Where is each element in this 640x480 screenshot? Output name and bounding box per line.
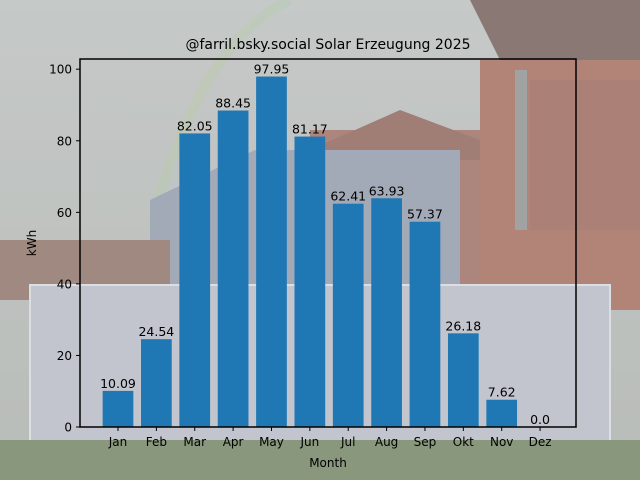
value-label-dez: 0.0 (530, 412, 550, 427)
value-label-apr: 88.45 (215, 96, 251, 111)
x-tick-label-nov: Nov (490, 435, 513, 449)
bar-mar (179, 133, 211, 427)
x-tick-label-dez: Dez (529, 435, 552, 449)
bar-nov (486, 399, 518, 427)
y-tick-label-60: 60 (57, 206, 72, 220)
y-tick-label-0: 0 (64, 421, 72, 435)
y-tick-label-100: 100 (49, 63, 72, 77)
bar-jul (332, 203, 364, 427)
value-label-aug: 63.93 (369, 183, 405, 198)
value-label-jan: 10.09 (100, 376, 136, 391)
bar-okt (447, 333, 479, 427)
x-tick-label-jul: Jul (340, 435, 355, 449)
x-tick-label-may: May (259, 435, 284, 449)
x-tick-label-mar: Mar (183, 435, 206, 449)
value-label-nov: 7.62 (488, 385, 516, 400)
value-label-may: 97.95 (254, 62, 290, 77)
x-tick-label-feb: Feb (146, 435, 167, 449)
y-tick-label-80: 80 (57, 134, 72, 148)
x-tick-label-aug: Aug (375, 435, 398, 449)
bar-aug (371, 198, 402, 427)
bar-sep (409, 221, 441, 427)
value-label-sep: 57.37 (407, 207, 443, 222)
y-tick-label-20: 20 (57, 349, 72, 363)
plot-frame (79, 58, 577, 428)
bar-jan (102, 390, 134, 427)
value-label-okt: 26.18 (445, 318, 481, 333)
y-axis-label: kWh (25, 230, 39, 256)
x-tick-label-okt: Okt (453, 435, 474, 449)
x-tick-label-jun: Jun (299, 435, 319, 449)
x-axis-label: Month (309, 456, 347, 470)
value-label-feb: 24.54 (138, 324, 174, 339)
x-tick-label-jan: Jan (108, 435, 128, 449)
value-label-mar: 82.05 (177, 118, 213, 133)
x-tick-label-sep: Sep (414, 435, 437, 449)
bar-feb (141, 339, 172, 427)
x-axis: Jan Feb Mar Apr May Jun Jul Aug Sep Okt Nov Dez (108, 427, 552, 449)
y-tick-label-40: 40 (57, 277, 72, 291)
bar-jun (294, 136, 326, 428)
value-label-jun: 81.17 (292, 122, 328, 137)
value-label-jul: 62.41 (330, 189, 366, 204)
bar-apr (217, 110, 249, 428)
x-tick-label-apr: Apr (223, 435, 244, 449)
chart-title: @farril.bsky.social Solar Erzeugung 2025 (185, 37, 470, 53)
bars-group (102, 76, 518, 428)
bar-may (256, 76, 287, 428)
